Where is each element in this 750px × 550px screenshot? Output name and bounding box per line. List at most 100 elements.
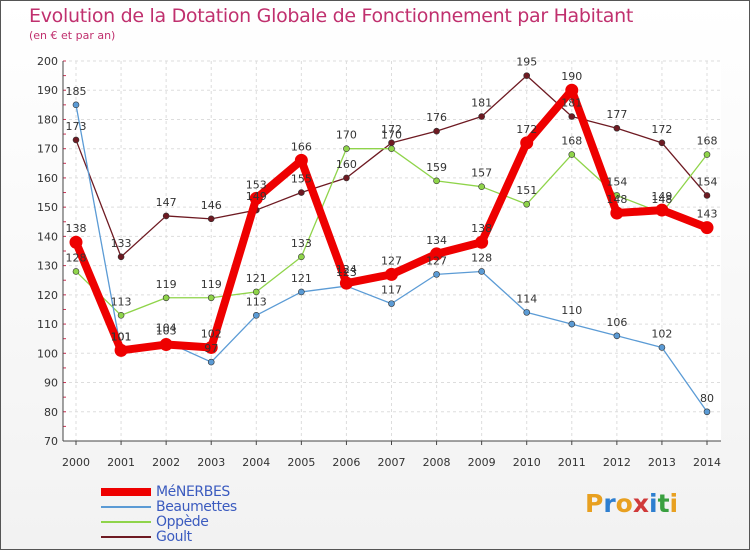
data-label-beaumettes: 121: [291, 272, 312, 285]
data-label-oppede: 128: [66, 251, 87, 264]
legend-label: MéNERBES: [156, 484, 230, 500]
data-point-oppede: [433, 177, 440, 185]
data-point-goult: [298, 189, 305, 196]
data-label-menerbes: 143: [697, 208, 718, 221]
data-label-menerbes: 127: [381, 254, 402, 267]
data-point-beaumettes: [613, 332, 621, 340]
y-tick-label: 140: [37, 230, 58, 243]
data-point-goult: [523, 72, 531, 79]
data-label-oppede: 119: [156, 278, 177, 291]
data-label-menerbes: 149: [651, 190, 672, 203]
data-point-oppede: [388, 145, 395, 152]
logo-letter: i: [669, 489, 679, 518]
data-point-menerbes: [475, 235, 489, 249]
data-label-menerbes: 138: [471, 222, 492, 235]
data-label-oppede: 168: [561, 135, 582, 148]
data-point-oppede: [162, 294, 170, 302]
data-label-oppede: 170: [381, 129, 402, 142]
data-point-menerbes: [204, 340, 218, 354]
data-point-menerbes: [565, 83, 579, 97]
data-label-goult: 149: [246, 190, 267, 203]
x-tick-label: 2013: [648, 456, 676, 469]
x-tick-label: 2005: [287, 456, 315, 469]
grid: [63, 60, 721, 442]
data-point-menerbes: [610, 206, 624, 220]
y-tick-label: 120: [37, 289, 58, 302]
data-point-goult: [658, 139, 666, 147]
x-tick-label: 2007: [378, 456, 406, 469]
x-tick-label: 2012: [603, 456, 631, 469]
y-tick-label: 170: [37, 143, 58, 156]
x-tick-label: 2002: [152, 456, 180, 469]
data-point-goult: [72, 136, 80, 144]
data-point-beaumettes: [388, 300, 395, 307]
y-tick-label: 150: [37, 201, 58, 214]
data-point-oppede: [72, 268, 80, 275]
data-point-menerbes: [655, 203, 669, 217]
data-point-beaumettes: [658, 344, 666, 351]
data-label-menerbes: 148: [606, 193, 627, 206]
data-point-menerbes: [700, 221, 714, 235]
y-tick-label: 200: [37, 55, 58, 68]
data-point-beaumettes: [72, 101, 80, 109]
logo-letter: t: [657, 489, 670, 518]
logo-letter: P: [585, 489, 604, 518]
x-tick-label: 2003: [197, 456, 225, 469]
data-label-goult: 154: [697, 175, 718, 188]
data-label-goult: 155: [291, 173, 312, 186]
data-point-goult: [117, 253, 125, 261]
data-point-goult: [613, 124, 621, 132]
x-tick-label: 2006: [332, 456, 360, 469]
data-point-beaumettes: [478, 268, 485, 275]
data-label-menerbes: 138: [66, 222, 87, 235]
data-point-goult: [703, 192, 711, 199]
data-label-beaumettes: 185: [66, 85, 87, 98]
data-point-oppede: [478, 183, 485, 190]
data-label-beaumettes: 102: [651, 327, 672, 340]
legend-swatch: [101, 488, 151, 496]
data-point-oppede: [207, 294, 215, 302]
data-point-goult: [568, 113, 576, 120]
data-point-menerbes: [114, 343, 128, 357]
data-label-oppede: 154: [606, 175, 627, 188]
data-label-beaumettes: 80: [700, 392, 714, 405]
chart-subtitle: (en € et par an): [29, 29, 116, 42]
data-point-oppede: [343, 145, 350, 152]
data-point-menerbes: [159, 338, 173, 352]
data-label-menerbes: 166: [291, 140, 312, 153]
data-point-menerbes: [430, 247, 444, 261]
x-tick-label: 2004: [242, 456, 270, 469]
data-point-oppede: [568, 151, 576, 158]
data-label-beaumettes: 97: [204, 342, 218, 355]
x-tick-label: 2014: [693, 456, 721, 469]
y-tick-label: 130: [37, 260, 58, 273]
data-point-menerbes: [339, 276, 353, 290]
data-label-beaumettes: 101: [111, 330, 132, 343]
y-tick-label: 160: [37, 172, 58, 185]
y-tick-label: 70: [44, 435, 58, 448]
data-label-oppede: 133: [291, 237, 312, 250]
data-point-oppede: [252, 288, 260, 296]
data-label-menerbes: 134: [426, 234, 447, 247]
data-label-goult: 146: [201, 199, 222, 212]
data-label-goult: 172: [651, 123, 672, 136]
data-label-beaumettes: 106: [606, 316, 627, 329]
data-label-beaumettes: 110: [561, 304, 582, 317]
y-tick-label: 90: [44, 377, 58, 390]
x-tick-label: 2010: [513, 456, 541, 469]
data-label-goult: 177: [606, 108, 627, 121]
data-labels: 173 133 147 146 149 155 160 172 176 181 195 181 177 1…: [66, 56, 718, 405]
logo-letter: r: [603, 489, 616, 518]
data-point-beaumettes: [298, 288, 305, 296]
plot-area: [63, 61, 721, 441]
data-point-menerbes: [294, 153, 308, 167]
logo-letter: x: [632, 489, 649, 518]
data-point-beaumettes: [252, 312, 260, 319]
legend-label: Goult: [156, 529, 192, 545]
data-point-goult: [343, 174, 350, 182]
x-tick-label: 2000: [62, 456, 90, 469]
data-label-oppede: 159: [426, 161, 447, 174]
series-layer: [69, 72, 714, 416]
data-label-beaumettes: 127: [426, 254, 447, 267]
